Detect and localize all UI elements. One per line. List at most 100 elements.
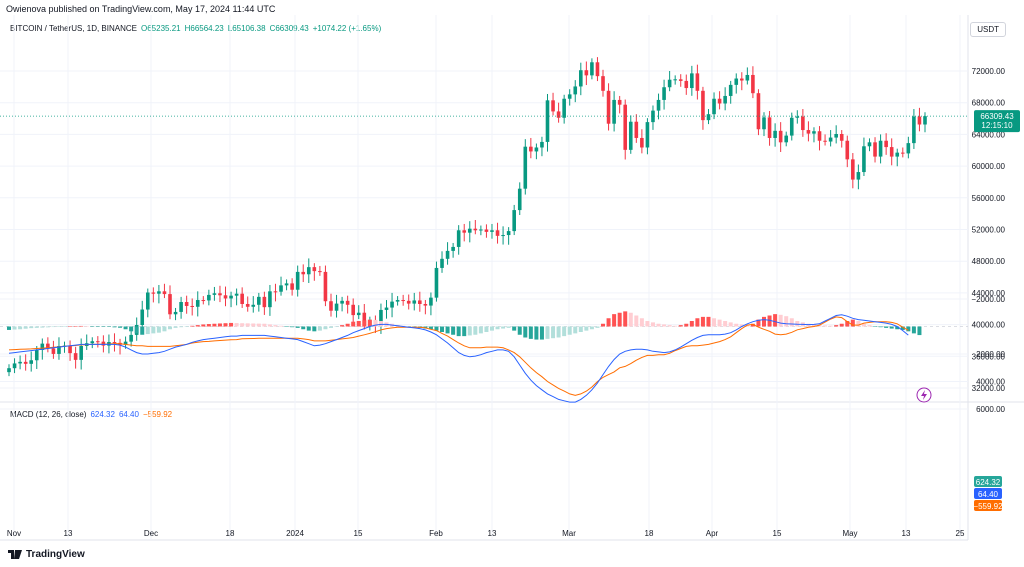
candle-body: [651, 110, 655, 123]
candle-body: [501, 235, 505, 237]
candle-body: [695, 73, 700, 91]
candle-body: [96, 341, 100, 343]
candle-body: [645, 122, 650, 148]
last-price-badge: [974, 110, 1020, 133]
candle-body: [195, 300, 200, 307]
macd-line: [8, 314, 909, 403]
candle-body: [751, 74, 755, 94]
macd-histogram-bar: [889, 326, 894, 329]
candle-body: [673, 79, 677, 81]
candle-body: [701, 90, 705, 121]
macd-histogram-bar: [778, 314, 783, 327]
macd-histogram-bar: [623, 311, 628, 327]
candle-body: [917, 116, 922, 125]
candle-body: [656, 99, 661, 111]
candle-body: [179, 302, 183, 312]
candle-body: [401, 300, 405, 302]
macd-histogram-bar: [612, 314, 617, 327]
macd-histogram-bar: [834, 325, 839, 327]
candle-body: [667, 79, 672, 88]
macd-histogram-bar: [290, 326, 295, 328]
candle-body: [234, 293, 239, 296]
candle-body: [429, 297, 433, 306]
macd-histogram-bar: [34, 326, 39, 328]
candle-body: [406, 300, 411, 304]
candle-body: [390, 301, 394, 308]
candle-body: [545, 100, 550, 142]
macd-histogram-bar: [917, 326, 922, 336]
grid: [0, 15, 1024, 541]
macd-histogram-bar: [373, 319, 378, 327]
price-tick-label: 36000.00: [972, 352, 1006, 361]
macd-histogram-bar: [256, 323, 261, 327]
macd-histogram-bar: [789, 318, 794, 327]
candle-body: [584, 70, 589, 76]
macd-histogram-bar: [745, 325, 750, 327]
candle-body: [46, 343, 50, 349]
candle-body: [201, 300, 206, 302]
macd-histogram-bar: [217, 323, 222, 327]
candle-body: [889, 147, 894, 157]
candle-body: [767, 117, 772, 138]
candle-body: [223, 295, 228, 299]
macd-histogram-bar: [95, 326, 100, 327]
macd-histogram-bar: [68, 326, 73, 327]
candle-body: [579, 70, 583, 87]
time-tick-label: 25: [956, 529, 965, 538]
macd-histogram-bar: [134, 326, 139, 334]
candle-body: [745, 74, 750, 81]
macd-histogram-bar: [534, 326, 539, 340]
candle-body: [773, 130, 777, 138]
macd-histogram-bar: [351, 321, 356, 327]
price-tick-label: 40000.00: [972, 321, 1006, 330]
macd-legend-label[interactable]: MACD (12, 26, close): [10, 410, 87, 419]
candle-body: [506, 231, 511, 236]
candle-body: [51, 348, 56, 354]
candle-body: [628, 121, 633, 150]
symbol-legend: BITCOIN / TetherUS, 1D, BINANCE O65235.2…: [10, 24, 381, 33]
macd-histogram-bar: [689, 321, 694, 327]
symbol-title[interactable]: BITCOIN / TetherUS, 1D, BINANCE: [10, 24, 137, 33]
change-value: +1074.22 (+1.65%): [312, 24, 382, 33]
macd-histogram-bar: [695, 318, 700, 327]
tradingview-logo-icon: [8, 550, 22, 559]
macd-histogram-bar: [312, 326, 317, 332]
candle-body: [173, 311, 178, 315]
time-tick-label: Apr: [706, 529, 719, 538]
candle-body: [129, 334, 133, 342]
macd-tick-label: 4000.00: [976, 378, 1005, 387]
macd-histogram-bar: [317, 326, 322, 331]
macd-histogram-bar: [401, 325, 406, 327]
macd-histogram-bar: [523, 326, 528, 338]
candle-body: [295, 271, 300, 290]
time-tick-label: 13: [64, 529, 73, 538]
candle-body: [834, 134, 838, 138]
macd-histogram-bar: [101, 326, 106, 327]
candle-body: [601, 76, 605, 91]
macd-histogram-bar: [806, 323, 811, 327]
candle-body: [273, 291, 278, 293]
macd-histogram-bar: [911, 326, 916, 334]
macd-histogram-bar: [262, 323, 267, 327]
price-tick-label: 52000.00: [972, 226, 1006, 235]
candle-body: [140, 309, 145, 325]
macd-histogram-bar: [201, 324, 206, 327]
candle-body: [162, 291, 167, 295]
candles: [0, 57, 968, 377]
candle-body: [12, 363, 17, 369]
currency-button[interactable]: USDT: [970, 22, 1006, 37]
macd-histogram-bar: [340, 325, 345, 327]
macd-histogram-bar: [212, 323, 217, 327]
macd-histogram-bar: [478, 326, 483, 334]
time-tick-label: Dec: [144, 529, 158, 538]
candle-body: [373, 320, 378, 327]
macd-histogram-bar: [7, 326, 11, 330]
candle-body: [789, 117, 794, 136]
candle-body: [207, 294, 211, 301]
candle-body: [323, 271, 328, 302]
macd-histogram-bar: [489, 326, 494, 331]
tradingview-logo[interactable]: TradingView: [8, 549, 85, 560]
macd-histogram-bar: [145, 326, 150, 335]
candle-body: [529, 146, 533, 152]
